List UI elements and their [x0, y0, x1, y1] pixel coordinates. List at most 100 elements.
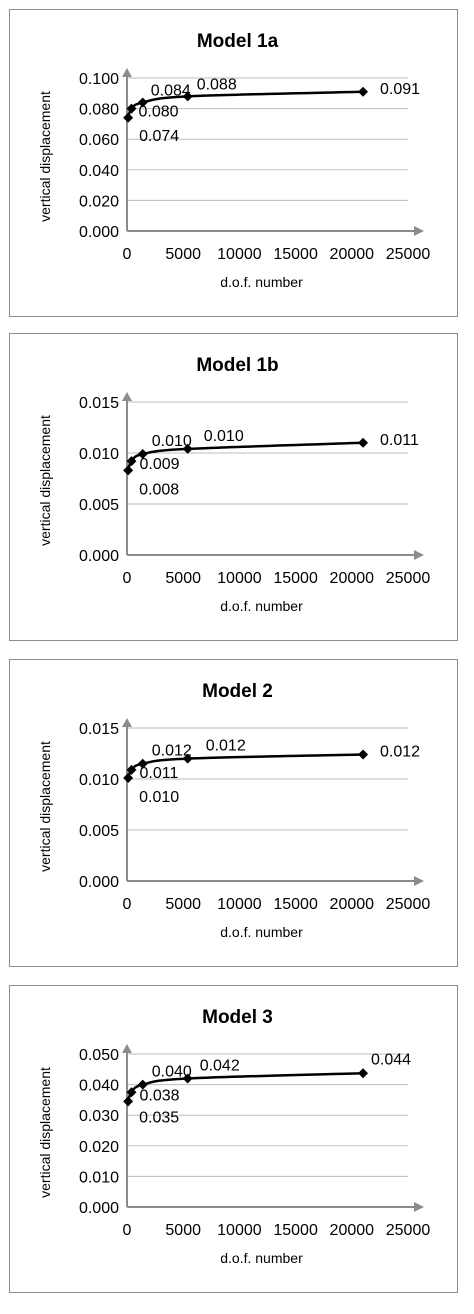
x-axis-label: d.o.f. number: [220, 924, 303, 940]
x-axis-arrowhead: [414, 876, 424, 886]
y-tick-label: 0.000: [79, 874, 119, 891]
x-axis-arrowhead: [414, 226, 424, 236]
y-tick-label: 0.015: [79, 721, 119, 738]
data-point-marker: [358, 437, 369, 448]
data-point-marker: [126, 456, 137, 467]
data-label: 0.012: [152, 743, 192, 760]
y-axis-label: vertical displacement: [37, 91, 53, 222]
x-axis-label: d.o.f. number: [220, 1250, 303, 1266]
x-axis-label: d.o.f. number: [220, 598, 303, 614]
y-tick-label: 0.030: [79, 1108, 119, 1125]
x-tick-label: 0: [123, 570, 132, 587]
chart-title: Model 1a: [197, 31, 279, 52]
x-tick-label: 5000: [165, 1222, 201, 1239]
x-tick-label: 10000: [217, 246, 262, 263]
data-point-marker: [123, 772, 134, 783]
data-label: 0.035: [139, 1109, 179, 1126]
data-label: 0.074: [139, 128, 179, 145]
data-label: 0.042: [200, 1057, 240, 1074]
y-tick-label: 0.005: [79, 497, 119, 514]
data-point-marker: [123, 1096, 134, 1107]
y-tick-label: 0.000: [79, 224, 119, 241]
y-axis-label: vertical displacement: [37, 741, 53, 872]
x-tick-label: 15000: [273, 246, 318, 263]
y-tick-label: 0.010: [79, 446, 119, 463]
x-axis-label: d.o.f. number: [220, 274, 303, 290]
x-tick-label: 20000: [330, 246, 375, 263]
data-label: 0.009: [139, 456, 179, 473]
y-tick-label: 0.100: [79, 71, 119, 88]
x-tick-label: 0: [123, 896, 132, 913]
chart-svg: Model 1b 0.000 0.005 0.010 0.015 0 5000 10000 15…: [37, 355, 431, 614]
x-tick-label: 10000: [217, 896, 262, 913]
data-label: 0.044: [371, 1051, 411, 1068]
chart-svg: Model 3 0.000 0.010 0.020 0.030 0.040 0.050 0 50…: [37, 1007, 431, 1266]
data-point-marker: [358, 86, 369, 97]
data-point-marker: [358, 749, 369, 760]
data-label: 0.012: [206, 738, 246, 755]
x-axis-arrowhead: [414, 550, 424, 560]
data-label: 0.084: [151, 82, 191, 99]
y-tick-label: 0.015: [79, 395, 119, 412]
data-label: 0.010: [204, 428, 244, 445]
x-tick-label: 15000: [273, 896, 318, 913]
x-tick-label: 15000: [273, 570, 318, 587]
y-axis-arrowhead: [122, 392, 132, 401]
data-label: 0.010: [139, 789, 179, 806]
y-tick-label: 0.040: [79, 163, 119, 180]
data-point-marker: [137, 97, 148, 108]
data-label: 0.080: [138, 104, 178, 121]
y-axis-label: vertical displacement: [37, 415, 53, 546]
chart-panel-model-1a: Model 1a 0.000 0.020 0.040 0.060 0.080 0.100 0 5…: [9, 9, 458, 317]
data-point-marker: [182, 753, 193, 764]
chart-title: Model 3: [202, 1007, 273, 1028]
data-point-marker: [182, 91, 193, 102]
data-point-marker: [137, 1079, 148, 1090]
x-tick-label: 25000: [386, 896, 431, 913]
data-point-marker: [137, 758, 148, 769]
y-tick-label: 0.000: [79, 1200, 119, 1217]
x-tick-label: 20000: [330, 896, 375, 913]
data-point-marker: [126, 103, 137, 114]
y-tick-label: 0.010: [79, 772, 119, 789]
x-tick-label: 10000: [217, 570, 262, 587]
data-label: 0.011: [380, 432, 419, 449]
x-tick-label: 5000: [165, 246, 201, 263]
data-label: 0.040: [152, 1064, 192, 1081]
chart-svg: Model 1a 0.000 0.020 0.040 0.060 0.080 0.100 0 5…: [37, 31, 430, 290]
data-point-marker: [182, 443, 193, 454]
x-tick-label: 20000: [330, 1222, 375, 1239]
x-tick-label: 5000: [165, 896, 201, 913]
chart-title: Model 2: [202, 681, 273, 702]
x-tick-label: 5000: [165, 570, 201, 587]
data-label: 0.011: [139, 765, 178, 782]
y-tick-label: 0.060: [79, 132, 119, 149]
y-axis-arrowhead: [122, 718, 132, 727]
y-tick-label: 0.020: [79, 1139, 119, 1156]
x-tick-label: 0: [123, 246, 132, 263]
chart-panel-model-1b: Model 1b 0.000 0.005 0.010 0.015 0 5000 10000 15…: [9, 333, 458, 641]
data-label: 0.012: [380, 744, 420, 761]
y-tick-label: 0.080: [79, 102, 119, 119]
data-point-marker: [182, 1073, 193, 1084]
chart-panel-model-3: Model 3 0.000 0.010 0.020 0.030 0.040 0.050 0 50…: [9, 985, 458, 1293]
y-tick-label: 0.005: [79, 823, 119, 840]
y-tick-label: 0.000: [79, 548, 119, 565]
x-tick-label: 25000: [386, 570, 431, 587]
x-tick-label: 10000: [217, 1222, 262, 1239]
data-label: 0.010: [152, 433, 192, 450]
data-point-marker: [123, 112, 134, 123]
y-tick-label: 0.010: [79, 1169, 119, 1186]
chart-svg: Model 2 0.000 0.005 0.010 0.015 0 5000 10000 150…: [37, 681, 431, 940]
chart-title: Model 1b: [196, 355, 278, 376]
y-axis-label: vertical displacement: [37, 1067, 53, 1198]
x-tick-label: 15000: [273, 1222, 318, 1239]
data-point-marker: [126, 1087, 137, 1098]
data-label: 0.091: [380, 81, 420, 98]
y-tick-label: 0.040: [79, 1078, 119, 1095]
data-point-marker: [137, 449, 148, 460]
y-axis-arrowhead: [122, 1044, 132, 1053]
x-tick-label: 25000: [386, 1222, 431, 1239]
data-point-marker: [123, 465, 134, 476]
y-tick-label: 0.020: [79, 193, 119, 210]
